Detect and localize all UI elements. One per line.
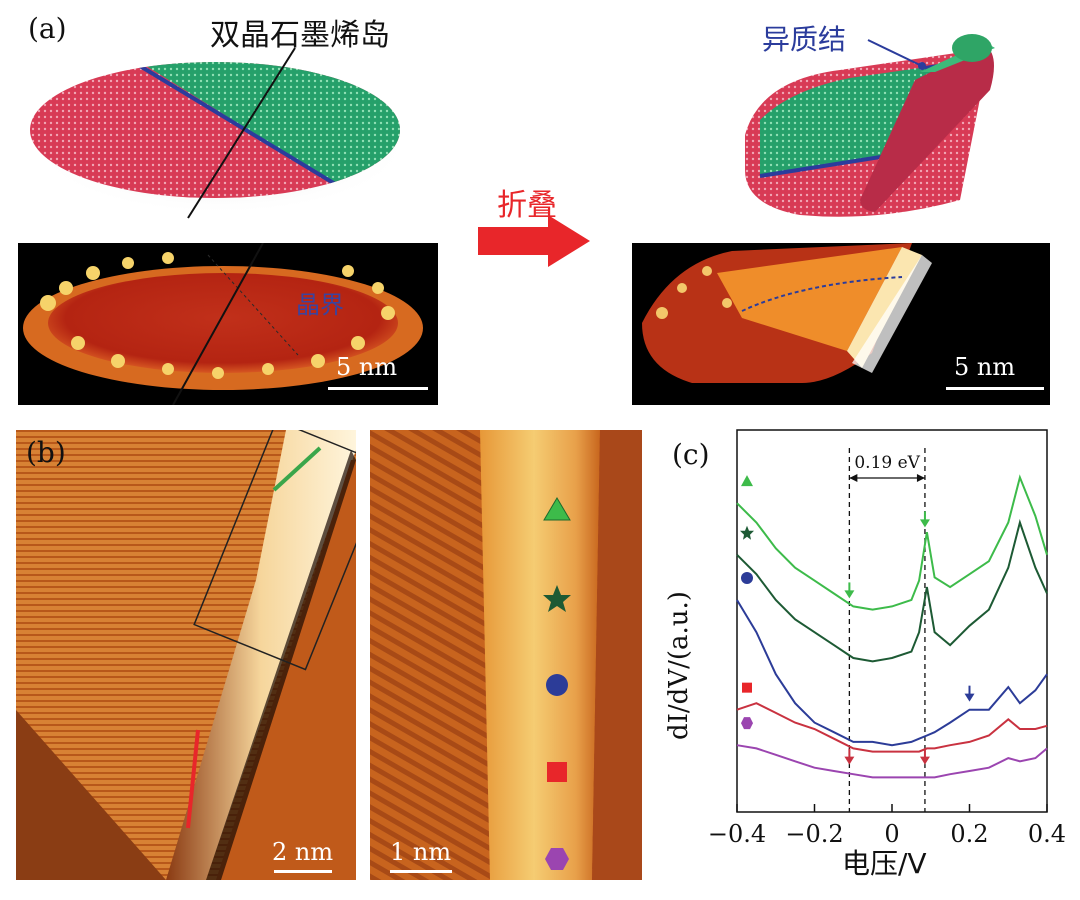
y-axis-label: dI/dV/(a.u.) xyxy=(664,540,694,740)
marker-hexagon xyxy=(545,848,569,870)
scale-b-right-bar xyxy=(390,870,452,873)
marker-circle xyxy=(546,674,568,696)
scale-b-right-text: 1 nm xyxy=(390,838,452,866)
stm-island-image: 晶界 5 nm xyxy=(18,243,438,405)
legend-marker-star xyxy=(740,525,754,540)
feature-arrow-red-right-head xyxy=(919,756,930,765)
grain-boundary-label: 晶界 xyxy=(296,291,344,319)
stm-folded-image: 5 nm xyxy=(632,243,1050,405)
y-axis-label-text: dI/dV/(a.u.) xyxy=(664,591,694,740)
gap-arrow-head-right xyxy=(916,474,925,482)
series-line-square xyxy=(736,702,1048,753)
feature-arrow-green-right-head xyxy=(919,519,930,528)
legend-marker-circle xyxy=(741,571,753,584)
marker-triangle xyxy=(543,497,571,521)
x-tick-label: 0.4 xyxy=(1028,820,1066,848)
stm-image-b-left: (b) 2 nm xyxy=(16,430,356,880)
series-line-triangle xyxy=(736,474,1048,611)
x-axis-label: 电压/V xyxy=(842,847,927,880)
scale-a-left-text: 5 nm xyxy=(336,353,398,381)
feature-arrow-blue-head xyxy=(964,693,975,702)
fold-arrow xyxy=(478,215,590,267)
folded-island-model xyxy=(745,34,995,217)
scale-a-left-bar xyxy=(328,387,428,390)
heterojunction-label: 异质结 xyxy=(762,23,847,56)
stm-image-b-right: 1 nm xyxy=(370,430,642,880)
scale-b-left-bar xyxy=(274,870,332,873)
gap-arrow-head-left xyxy=(849,474,858,482)
marker-star xyxy=(543,585,571,612)
panel-a-label: (a) xyxy=(28,12,67,45)
series-line-hexagon xyxy=(736,744,1048,779)
x-tick-label: −0.2 xyxy=(785,820,843,848)
island-title: 双晶石墨烯岛 xyxy=(210,18,390,53)
feature-arrow-red-left-head xyxy=(844,756,855,765)
x-tick-label: −0.4 xyxy=(708,820,766,848)
scale-a-right-bar xyxy=(946,387,1044,390)
plot-frame xyxy=(736,429,1048,813)
series-line-circle xyxy=(736,599,1048,747)
scale-a-right-text: 5 nm xyxy=(954,353,1016,381)
legend-marker-triangle xyxy=(741,475,753,487)
series-line-star xyxy=(736,519,1048,663)
x-tick-label: 0.2 xyxy=(950,820,988,848)
legend-marker-square xyxy=(742,682,752,693)
scale-b-left-text: 2 nm xyxy=(272,838,334,866)
panel-b-label: (b) xyxy=(26,436,66,469)
gap-annotation-label: 0.19 eV xyxy=(854,453,920,473)
feature-arrow-green-left-head xyxy=(844,590,855,599)
fold-label: 折叠 xyxy=(497,188,557,223)
marker-square xyxy=(547,762,567,782)
legend-marker-hexagon xyxy=(741,717,753,730)
panel-c-label: (c) xyxy=(672,438,710,471)
bicrystal-island-model xyxy=(30,34,995,219)
